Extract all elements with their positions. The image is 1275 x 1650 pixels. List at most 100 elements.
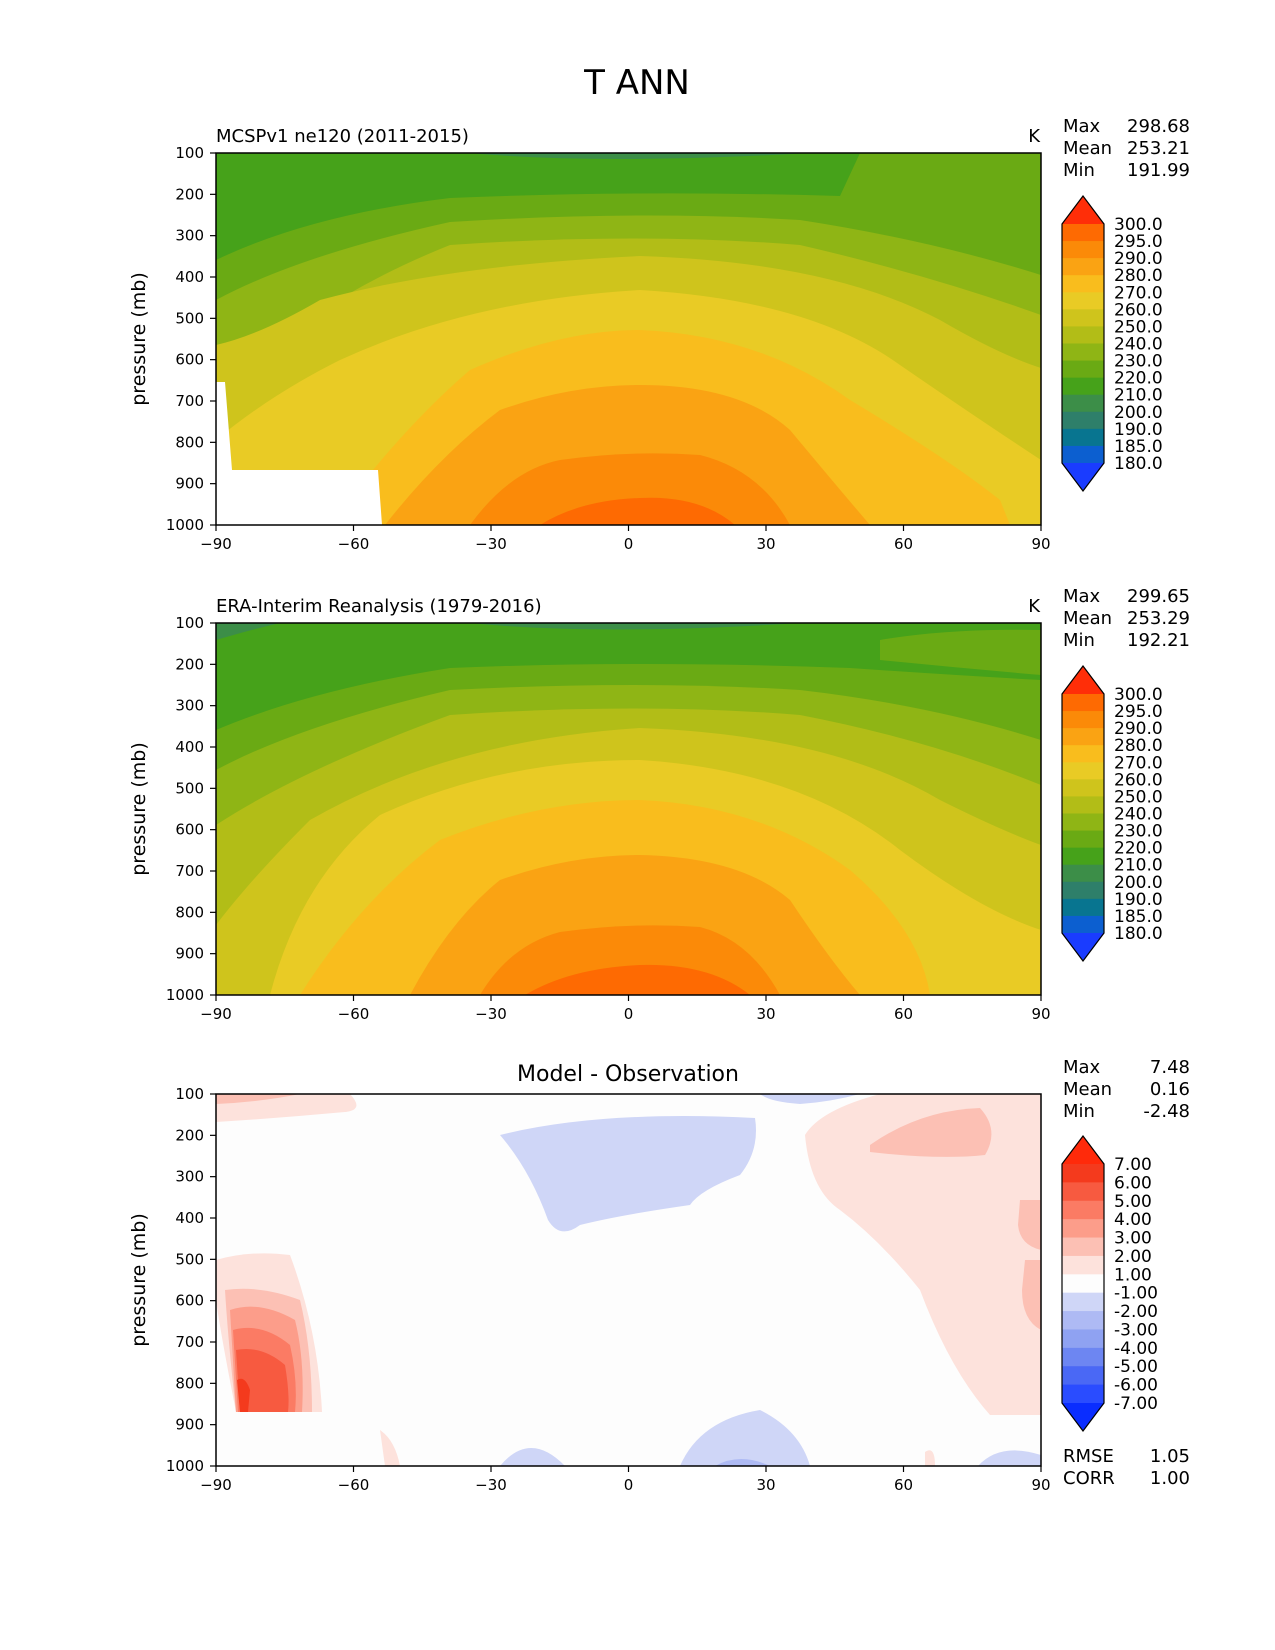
reanalysis-panel-title: ERA-Interim Reanalysis (1979-2016) xyxy=(216,596,542,617)
colorbar-bin xyxy=(1062,898,1104,917)
colorbar-label: 295.0 xyxy=(1114,702,1163,722)
stat-value: 1.00 xyxy=(1150,1468,1190,1489)
model-contour-field xyxy=(216,153,1041,525)
x-tick-label: −90 xyxy=(200,1476,232,1494)
y-tick-label: 100 xyxy=(175,614,204,632)
stat-value: 1.05 xyxy=(1150,1446,1190,1467)
colorbar-label: 230.0 xyxy=(1114,822,1163,842)
y-tick-label: 200 xyxy=(175,1126,204,1144)
colorbar-label: 190.0 xyxy=(1114,420,1163,440)
colorbar-label: -3.00 xyxy=(1114,1320,1158,1340)
colorbar-label: 6.00 xyxy=(1114,1173,1152,1193)
figure-title: T ANN xyxy=(583,63,690,103)
stat-label: Max xyxy=(1063,586,1101,607)
colorbar-bin xyxy=(1062,1255,1104,1275)
y-tick-label: 900 xyxy=(175,945,204,963)
y-tick-label: 600 xyxy=(175,351,204,369)
x-tick-label: 90 xyxy=(1031,535,1050,553)
colorbar-label: -1.00 xyxy=(1114,1284,1158,1304)
colorbar-bin xyxy=(1062,1347,1104,1367)
colorbar-label: 210.0 xyxy=(1114,856,1163,876)
colorbar-label: 260.0 xyxy=(1114,770,1163,790)
y-tick-label: 700 xyxy=(175,392,204,410)
colorbar-extend-min xyxy=(1062,1403,1104,1431)
model-ylabel: pressure (mb) xyxy=(128,272,150,406)
colorbar-label: 4.00 xyxy=(1114,1210,1152,1230)
colorbar-label: 200.0 xyxy=(1114,873,1163,893)
colorbar-bin xyxy=(1062,1219,1104,1239)
model-units-label: K xyxy=(1028,126,1041,147)
colorbar-bin xyxy=(1062,394,1104,413)
difference-x-axis-ticks: −90 −60 −30 0 30 60 90 xyxy=(200,1466,1051,1494)
colorbar-bin xyxy=(1062,1366,1104,1386)
colorbar-label: 240.0 xyxy=(1114,335,1163,355)
x-tick-label: −90 xyxy=(200,1005,232,1023)
reanalysis-units-label: K xyxy=(1028,596,1041,617)
x-tick-label: −90 xyxy=(200,535,232,553)
colorbar-extend-min xyxy=(1062,463,1104,491)
x-tick-label: 0 xyxy=(624,1476,634,1494)
colorbar-bin xyxy=(1062,1329,1104,1349)
y-tick-label: 800 xyxy=(175,903,204,921)
colorbar-label: 185.0 xyxy=(1114,907,1163,927)
y-tick-label: 100 xyxy=(175,144,204,162)
x-tick-label: 30 xyxy=(756,1005,775,1023)
colorbar-bin xyxy=(1062,428,1104,447)
colorbar-label: 180.0 xyxy=(1114,924,1163,944)
x-tick-label: 0 xyxy=(624,1005,634,1023)
colorbar-label: 290.0 xyxy=(1114,719,1163,739)
stat-value: 253.21 xyxy=(1127,138,1190,159)
y-tick-label: 800 xyxy=(175,433,204,451)
y-tick-label: 400 xyxy=(175,1209,204,1227)
difference-panel-title: Model - Observation xyxy=(517,1062,739,1087)
x-tick-label: 30 xyxy=(756,1476,775,1494)
colorbar-bin xyxy=(1062,224,1104,242)
difference-contour-field xyxy=(216,1094,1041,1466)
x-tick-label: 60 xyxy=(894,1005,913,1023)
y-tick-label: 600 xyxy=(175,1292,204,1310)
model-stats: Max 298.68 Mean 253.21 Min 191.99 xyxy=(1063,116,1190,181)
y-tick-label: 1000 xyxy=(166,986,204,1004)
x-tick-label: −60 xyxy=(338,1476,370,1494)
difference-colorbar: -7.00-6.00-5.00-4.00-3.00-2.00-1.001.002… xyxy=(1061,1135,1158,1432)
model-panel-title: MCSPv1 ne120 (2011-2015) xyxy=(216,126,469,147)
panel-model: MCSPv1 ne120 (2011-2015) K pressure (mb)… xyxy=(128,116,1190,553)
colorbar-label: 280.0 xyxy=(1114,736,1163,756)
colorbar-extend-max xyxy=(1062,196,1104,224)
colorbar-bin xyxy=(1062,1182,1104,1202)
stat-label: Mean xyxy=(1063,1079,1112,1100)
x-tick-label: 60 xyxy=(894,535,913,553)
colorbar-bin xyxy=(1062,779,1104,797)
colorbar-label: 3.00 xyxy=(1114,1229,1152,1249)
colorbar-label: -2.00 xyxy=(1114,1302,1158,1322)
stat-label: Max xyxy=(1063,1057,1101,1078)
x-tick-label: −30 xyxy=(475,535,507,553)
colorbar-label: 260.0 xyxy=(1114,300,1163,320)
difference-y-axis-ticks: 100 200 300 400 500 600 700 800 900 1000 xyxy=(166,1085,216,1475)
stat-value: 7.48 xyxy=(1150,1057,1190,1078)
colorbar-bin xyxy=(1062,1237,1104,1257)
colorbar-bin xyxy=(1062,694,1104,712)
stat-value: 299.65 xyxy=(1127,586,1190,607)
y-tick-label: 400 xyxy=(175,268,204,286)
stat-label: Mean xyxy=(1063,138,1112,159)
colorbar-bin xyxy=(1062,864,1104,883)
colorbar-bin xyxy=(1062,813,1104,832)
colorbar-extend-max xyxy=(1062,666,1104,694)
stat-label: Mean xyxy=(1063,608,1112,629)
colorbar-label: 1.00 xyxy=(1114,1265,1152,1285)
colorbar-bin xyxy=(1062,1200,1104,1220)
reanalysis-contour-field xyxy=(216,623,1041,995)
difference-stats: Max 7.48 Mean 0.16 Min -2.48 xyxy=(1063,1057,1190,1122)
y-tick-label: 400 xyxy=(175,738,204,756)
x-tick-label: −60 xyxy=(338,535,370,553)
colorbar-label: 5.00 xyxy=(1114,1192,1152,1212)
colorbar-extend-min xyxy=(1062,933,1104,961)
x-tick-label: −60 xyxy=(338,1005,370,1023)
colorbar-label: 250.0 xyxy=(1114,787,1163,807)
colorbar-bin xyxy=(1062,360,1104,379)
colorbar-bin xyxy=(1062,309,1104,327)
colorbar-bin xyxy=(1062,1311,1104,1330)
panel-difference: Model - Observation pressure (mb) 100 200… xyxy=(128,1057,1190,1494)
